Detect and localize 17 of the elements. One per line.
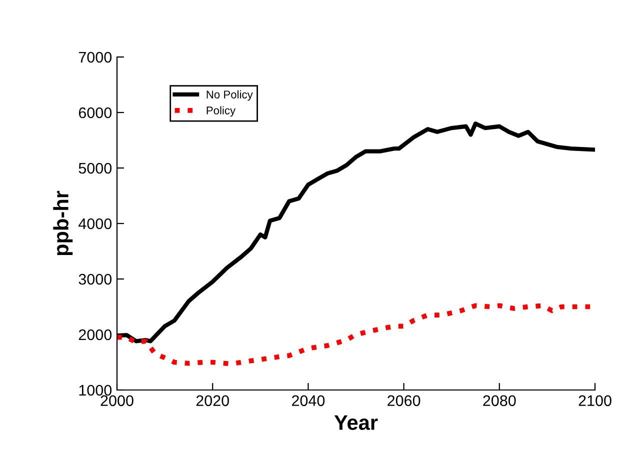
y-tick-label: 6000 (78, 107, 112, 118)
y-tick-label: 1000 (79, 384, 112, 396)
x-tick-label: 2040 (292, 395, 325, 406)
y-tick-label: 7000 (78, 52, 112, 63)
x-tick-label: 2080 (483, 395, 516, 406)
legend-label: Policy (206, 106, 236, 117)
x-tick-label: 2020 (196, 395, 229, 406)
y-tick-label: 3000 (78, 274, 112, 285)
y-tick-label: 4000 (78, 218, 112, 230)
y-axis-title: ppb-hr (53, 190, 73, 256)
x-tick-label: 2000 (100, 395, 134, 406)
x-tick-label: 2060 (388, 395, 420, 406)
x-tick-label: 2100 (578, 395, 612, 406)
x-axis-title: Year (334, 415, 378, 430)
y-tick-label: 2000 (78, 329, 112, 340)
legend-label: No Policy (206, 90, 253, 101)
y-tick-label: 5000 (78, 162, 112, 174)
